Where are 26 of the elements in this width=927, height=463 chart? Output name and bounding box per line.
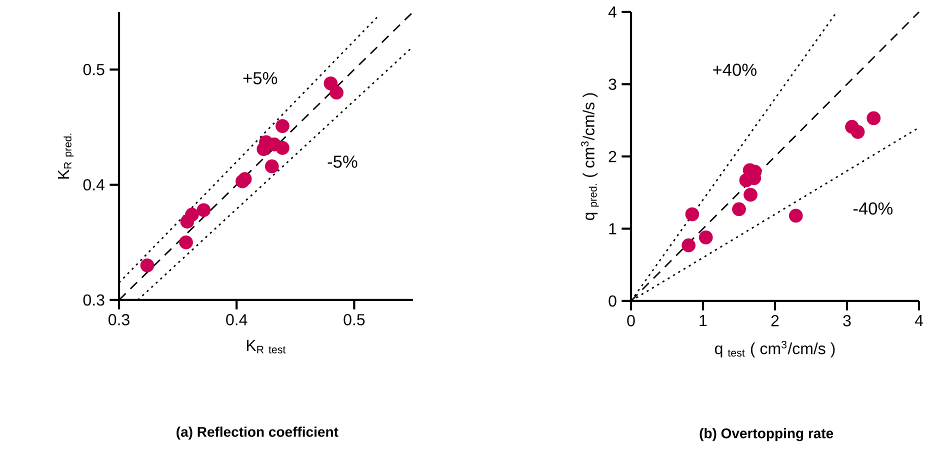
annotation: +40% [713, 64, 756, 76]
x-tick-label: 0.5 [344, 314, 365, 326]
text: (a) Reflection coefficient [176, 426, 338, 440]
y-tick-label: 4 [608, 6, 616, 18]
y-tick-label: 0 [608, 295, 616, 307]
x-tick-label: 0.3 [108, 314, 130, 326]
y-tick-label: 1 [609, 223, 616, 234]
y-tick-label: 0.4 [83, 179, 104, 190]
x-tick-label: 1 [700, 315, 707, 326]
y-tick-label: 0.3 [83, 294, 104, 306]
x-tick-label: 0 [627, 315, 635, 326]
x-tick-label: 0.4 [226, 314, 248, 326]
x-tick-label: 2 [771, 315, 779, 326]
text: (b) Overtopping rate [700, 428, 834, 442]
y-tick-label: 3 [608, 78, 616, 90]
annotation: -40% [853, 202, 893, 215]
x-tick-label: 4 [914, 315, 923, 326]
x-axis-title: $\mathrm{K}_{\mathrm{R\ test}}$ [246, 340, 286, 354]
annotation: +5% [243, 72, 278, 84]
y-tick-label: 0.5 [83, 64, 104, 76]
y-axis-title: $\mathrm{K}_{\mathrm{R\ pred.}}$ [58, 134, 74, 179]
x-tick-label: 3 [843, 315, 851, 326]
x-axis-title: q $_{test}$ ( cm$^{3}$/cm/s ) [715, 340, 835, 358]
y-axis-title: q $_{pred.}$ ( cm$^{3}$/cm/s ) [581, 93, 599, 220]
annotation: -5% [328, 156, 358, 168]
y-tick-label: 2 [608, 150, 616, 162]
